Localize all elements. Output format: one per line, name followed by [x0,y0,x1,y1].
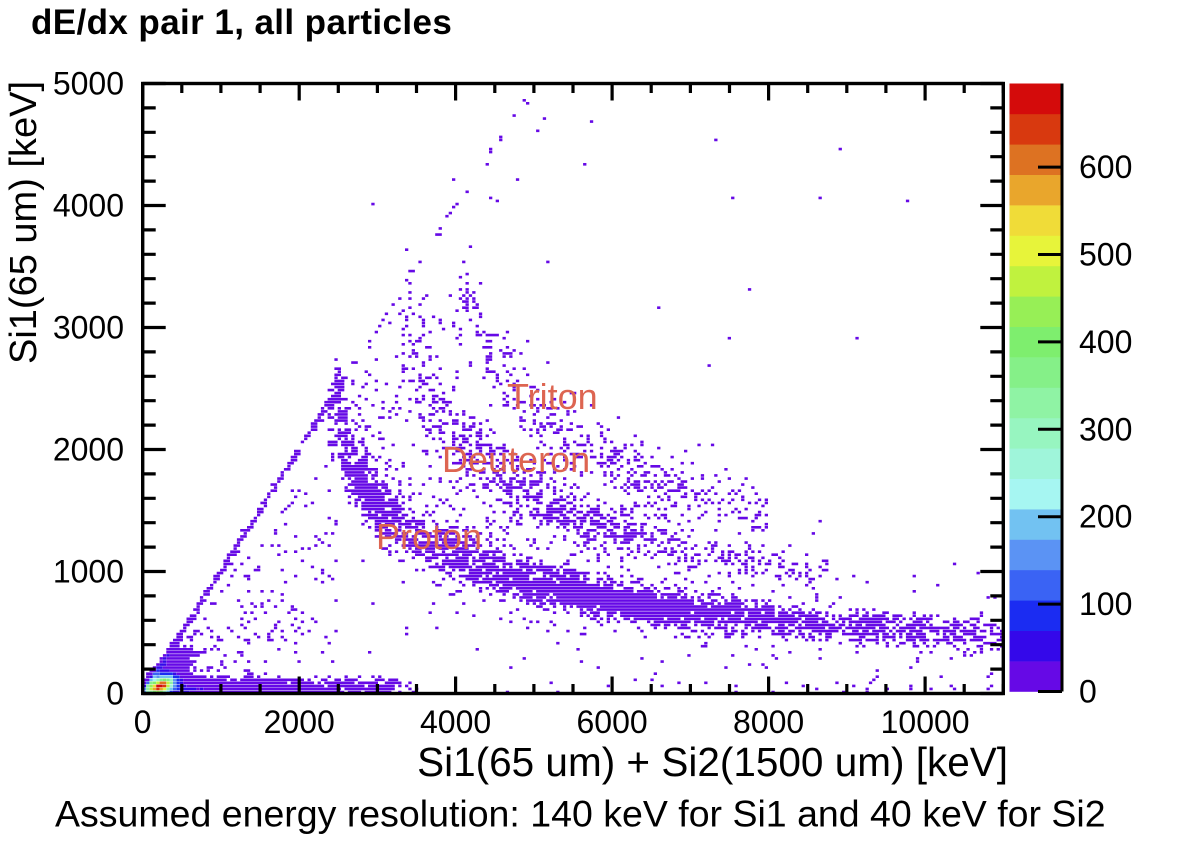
svg-text:2000: 2000 [264,704,335,740]
svg-text:0: 0 [106,676,124,712]
svg-text:400: 400 [1079,324,1132,360]
svg-text:Deuteron: Deuteron [442,439,590,480]
svg-text:5000: 5000 [53,66,124,102]
svg-text:Si1(65 um) + Si2(1500 um) [keV: Si1(65 um) + Si2(1500 um) [keV] [417,739,1008,785]
svg-text:10000: 10000 [881,704,970,740]
svg-text:6000: 6000 [577,704,648,740]
svg-text:0: 0 [134,704,152,740]
svg-text:Assumed energy resolution: 140: Assumed energy resolution: 140 keV for S… [55,793,1106,835]
svg-text:3000: 3000 [53,310,124,346]
svg-text:500: 500 [1079,237,1132,273]
svg-text:0: 0 [1079,674,1097,710]
svg-text:300: 300 [1079,411,1132,447]
svg-text:600: 600 [1079,149,1132,185]
svg-text:100: 100 [1079,586,1132,622]
svg-text:1000: 1000 [53,554,124,590]
svg-text:Si1(65 um) [keV]: Si1(65 um) [keV] [3,81,45,364]
svg-text:4000: 4000 [53,188,124,224]
svg-text:dE/dx pair 1, all particles: dE/dx pair 1, all particles [31,3,452,42]
svg-text:Proton: Proton [376,516,482,557]
svg-text:4000: 4000 [420,704,491,740]
svg-text:2000: 2000 [53,432,124,468]
svg-text:200: 200 [1079,499,1132,535]
svg-text:Triton: Triton [507,376,598,417]
svg-text:8000: 8000 [733,704,804,740]
